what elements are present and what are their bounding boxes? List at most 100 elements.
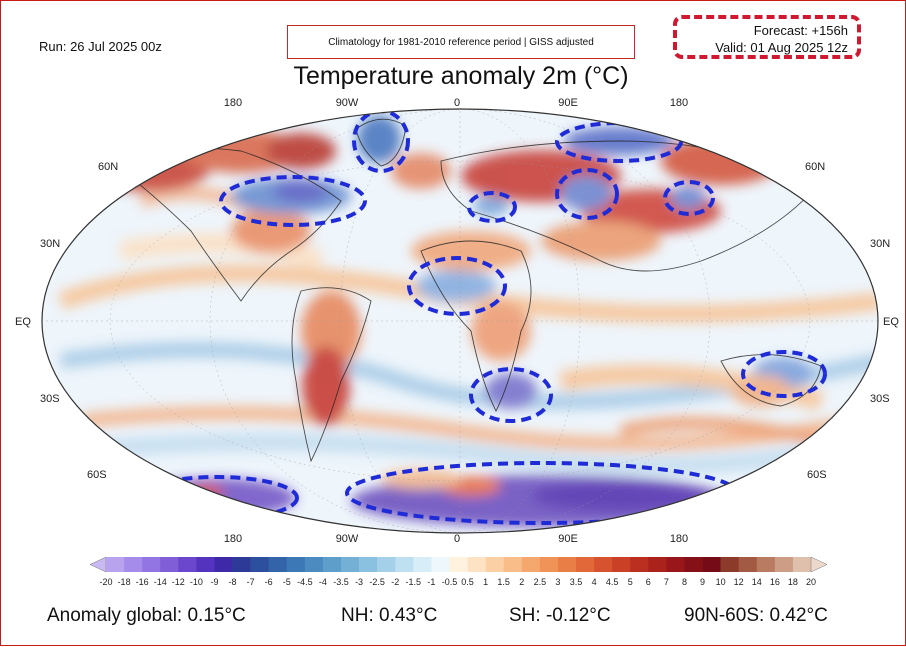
colorbar-tick-label: -3 (355, 577, 363, 587)
colorbar-bin (630, 557, 649, 572)
colorbar-bin (720, 557, 739, 572)
lat-label-left: 30N (40, 238, 60, 250)
colorbar-bin (196, 557, 215, 572)
colorbar-tick-label: 5 (628, 577, 633, 587)
colorbar-tick-label: -3.5 (333, 577, 349, 587)
colorbar-bin (594, 557, 613, 572)
colorbar-tick-label: 0.5 (461, 577, 474, 587)
colorbar-bin (431, 557, 450, 572)
colorbar-tick-label: -0.5 (442, 577, 458, 587)
colorbar-tick-label: 1 (483, 577, 488, 587)
colorbar-tick-label: -4 (319, 577, 327, 587)
colorbar-tick-label: -4.5 (297, 577, 313, 587)
colorbar-bin (738, 557, 758, 572)
colorbar-tick-label: -14 (154, 577, 167, 587)
colorbar-bin (449, 557, 468, 572)
colorbar-bin (377, 557, 396, 572)
colorbar-bin (359, 557, 378, 572)
colorbar-bin (160, 557, 179, 572)
colorbar-bin (124, 557, 143, 572)
colorbar-tick-label: 14 (752, 577, 762, 587)
colorbar-tick-label: 10 (716, 577, 726, 587)
colorbar-bin (702, 557, 721, 572)
stat-90n-60s: 90N-60S: 0.42°C (684, 605, 828, 626)
colorbar-tick-label: -18 (118, 577, 131, 587)
colorbar-bin (485, 557, 504, 572)
colorbar-bin (684, 557, 703, 572)
colorbar-tick-label: -6 (265, 577, 273, 587)
colorbar-tick-label: 3.5 (570, 577, 583, 587)
colorbar-tick-label: 4.5 (606, 577, 619, 587)
colorbar-tick-label: -1 (427, 577, 435, 587)
colorbar-bin (341, 557, 360, 572)
lat-label-right: 30S (870, 393, 890, 405)
lat-label-right: 60N (805, 161, 825, 173)
colorbar-tick-label: -12 (172, 577, 185, 587)
colorbar-bin (395, 557, 414, 572)
lon-label-bottom: 0 (454, 533, 460, 545)
lon-label-top: 0 (454, 97, 460, 109)
lat-label-left: 30S (40, 393, 60, 405)
colorbar-tick-label: 16 (770, 577, 780, 587)
colorbar-tick-label: 20 (806, 577, 816, 587)
colorbar-bin (467, 557, 486, 572)
globe-outline (41, 108, 879, 534)
colorbar-bin (250, 557, 269, 572)
colorbar-tick-label: 12 (734, 577, 744, 587)
colorbar-bin (232, 557, 251, 572)
colorbar-tick-label: -10 (190, 577, 203, 587)
colorbar-tick-label: -16 (136, 577, 149, 587)
colorbar-bin (268, 557, 288, 572)
colorbar-bin (106, 557, 125, 572)
stat-nh: NH: 0.43°C (341, 605, 438, 626)
colorbar-bin (666, 557, 685, 572)
colorbar-bin (612, 557, 631, 572)
colorbar-tick-label: 18 (788, 577, 798, 587)
colorbar-bin (774, 557, 794, 572)
lon-label-top: 180 (224, 97, 242, 109)
colorbar-bin (792, 557, 812, 572)
colorbar-tick-label: 1.5 (497, 577, 510, 587)
lat-label-right: 60S (807, 469, 827, 481)
colorbar-bin (810, 556, 828, 573)
colorbar-tick-label: -9 (210, 577, 218, 587)
lat-label-left: 60N (98, 161, 118, 173)
lat-label-left: EQ (15, 316, 31, 328)
colorbar-bin (539, 557, 559, 572)
stat-global: Anomaly global: 0.15°C (47, 605, 246, 626)
colorbar-bin (557, 557, 577, 572)
colorbar-bin (648, 557, 667, 572)
colorbar-tick-label: 7 (664, 577, 669, 587)
lon-label-bottom: 180 (224, 533, 242, 545)
longitude-labels-bottom: 180 90W 0 90E 180 (224, 533, 688, 545)
colorbar-tick-label: 6 (646, 577, 651, 587)
colorbar-tick-label: -1.5 (406, 577, 422, 587)
colorbar-bin (142, 557, 161, 572)
colorbar-bin (521, 557, 541, 572)
colorbar-bin (576, 557, 595, 572)
lat-label-right: EQ (883, 316, 899, 328)
lat-label-right: 30N (870, 238, 890, 250)
colorbar-tick-label: 2 (519, 577, 524, 587)
colorbar-tick-label: -7 (247, 577, 255, 587)
colorbar-tick-label: 3 (555, 577, 560, 587)
colorbar-tick-label: -2.5 (369, 577, 385, 587)
colorbar-tick-label: -2 (391, 577, 399, 587)
stat-sh: SH: -0.12°C (509, 605, 611, 626)
valid-time: Valid: 01 Aug 2025 12z (715, 40, 848, 55)
colorbar-bin (89, 556, 107, 573)
longitude-labels-top: 180 90W 0 90E 180 (224, 97, 688, 109)
latitude-labels-left: 60N 30N EQ 30S 60S (15, 161, 118, 481)
lon-label-bottom: 180 (670, 533, 688, 545)
latitude-labels-right: 60N 30N EQ 30S 60S (805, 161, 899, 481)
colorbar-bin (286, 557, 306, 572)
colorbar-tick-label: 9 (700, 577, 705, 587)
colorbar-tick-label: 8 (682, 577, 687, 587)
lon-label-bottom: 90W (336, 533, 359, 545)
forecast-box: Forecast: +156h Valid: 01 Aug 2025 12z (673, 15, 861, 59)
colorbar-tick-label: 2.5 (534, 577, 547, 587)
lon-label-top: 90E (558, 97, 578, 109)
